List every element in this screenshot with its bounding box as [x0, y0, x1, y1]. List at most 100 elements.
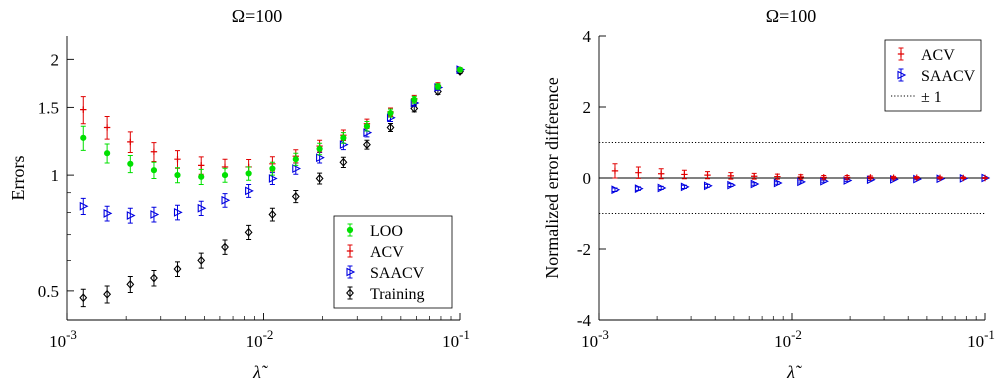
difference-x-tick-label: 10-1 — [967, 327, 995, 351]
difference-data-point — [797, 173, 804, 181]
difference-data-point — [890, 174, 897, 181]
errors-legend-marker — [346, 247, 354, 255]
difference-y-tick-label: 0 — [583, 169, 592, 188]
errors-errorbar — [127, 275, 133, 294]
errors-chart-panel: Ω=100 Errors λ̃ 10-3 10-2 10-1 0.5 1 1.5 2 LOO A… — [8, 6, 470, 382]
difference-data-point — [727, 180, 737, 190]
errors-errorbar — [80, 197, 86, 215]
errors-data-point — [411, 96, 418, 103]
difference-data-point — [634, 184, 644, 194]
errors-data-point — [174, 155, 181, 163]
errors-series-training — [79, 67, 464, 308]
difference-chart-panel: Ω=100 Normalized error difference λ̃ 10-… — [542, 6, 995, 382]
errors-chart-ylabel-group: Errors — [8, 156, 28, 201]
difference-data-point — [635, 169, 642, 176]
difference-legend-label: ACV — [921, 47, 955, 64]
difference-data-point — [611, 185, 621, 195]
errors-data-point — [434, 83, 442, 90]
errors-legend-marker — [346, 267, 356, 277]
errors-data-point — [339, 157, 348, 167]
errors-data-point — [80, 134, 87, 141]
errors-data-point — [292, 164, 302, 173]
difference-data-point — [843, 174, 851, 181]
errors-errorbar — [104, 205, 110, 222]
difference-chart-ylabel: Normalized error difference — [542, 77, 562, 279]
errors-chart-xlabel: λ̃ — [252, 362, 269, 382]
errors-data-point — [126, 211, 136, 220]
errors-legend-label: ACV — [370, 244, 404, 261]
errors-data-point — [197, 256, 206, 265]
errors-errorbar — [222, 239, 228, 255]
difference-data-point — [680, 182, 690, 192]
difference-data-point — [727, 172, 735, 180]
difference-data-point — [681, 171, 688, 178]
errors-data-point — [150, 210, 160, 219]
difference-legend: ACV SAACV ± 1 — [884, 39, 982, 112]
difference-legend-label: ± 1 — [921, 89, 942, 106]
errors-data-point — [79, 293, 88, 303]
errors-data-point — [221, 242, 229, 252]
errors-legend-entry: LOO — [346, 223, 403, 240]
difference-legend-marker — [897, 70, 907, 80]
errors-errorbar — [127, 207, 133, 224]
difference-y-tick-label: 2 — [583, 98, 592, 117]
difference-series-acv — [611, 163, 989, 182]
errors-data-point — [245, 170, 252, 177]
errors-legend: LOO ACV SAACV Training — [333, 215, 453, 309]
errors-data-point — [315, 174, 324, 183]
difference-data-point — [750, 173, 758, 180]
errors-legend-entry: ACV — [346, 244, 404, 261]
errors-data-point — [340, 134, 347, 141]
difference-y-tick-label: -4 — [577, 311, 592, 330]
difference-data-point — [936, 174, 944, 182]
errors-legend-box — [333, 215, 453, 309]
errors-errorbar — [104, 285, 110, 304]
difference-data-point — [773, 178, 783, 188]
errors-data-point — [221, 172, 229, 179]
difference-data-point — [820, 174, 827, 181]
errors-errorbar — [174, 204, 180, 221]
difference-data-point — [703, 181, 713, 191]
errors-legend-marker — [346, 288, 354, 298]
errors-legend-label: Training — [370, 286, 425, 303]
difference-x-tick-label: 10-2 — [774, 327, 802, 351]
errors-errorbar — [198, 200, 204, 217]
difference-data-point — [750, 179, 760, 189]
errors-data-point — [410, 104, 419, 113]
errors-data-point — [362, 140, 371, 150]
errors-series-loo — [80, 66, 464, 186]
errors-y-tick-label: 1.5 — [38, 98, 59, 117]
difference-data-point — [960, 174, 967, 182]
errors-data-point — [103, 289, 112, 299]
errors-data-point — [103, 209, 113, 218]
errors-y-tick-label: 2 — [51, 50, 60, 69]
difference-data-point — [611, 167, 619, 175]
errors-data-point — [127, 160, 134, 167]
errors-y-tick-label: 1 — [51, 166, 60, 185]
errors-series-acv — [80, 66, 464, 176]
errors-data-point — [292, 156, 299, 163]
errors-data-point — [269, 165, 276, 172]
errors-data-point — [103, 124, 111, 131]
errors-data-point — [244, 227, 253, 237]
errors-data-point — [387, 109, 394, 117]
errors-data-point — [198, 162, 205, 169]
errors-chart-title: Ω=100 — [232, 6, 283, 26]
difference-data-point — [657, 170, 665, 177]
difference-chart-ylabel-group: Normalized error difference — [542, 77, 562, 279]
errors-legend-entry: SAACV — [346, 265, 425, 282]
errors-data-point — [79, 201, 89, 211]
errors-errorbar — [198, 252, 204, 269]
errors-chart-ylabel: Errors — [8, 156, 28, 201]
errors-data-point — [198, 173, 205, 180]
errors-data-point — [174, 172, 181, 179]
errors-data-point — [197, 203, 207, 213]
difference-data-point — [704, 171, 711, 179]
difference-y-tick-label: 4 — [583, 27, 592, 46]
errors-data-point — [316, 153, 325, 163]
errors-data-point — [127, 138, 134, 146]
errors-legend-marker — [346, 226, 354, 234]
errors-data-point — [386, 123, 395, 132]
errors-series-saacv — [79, 65, 466, 224]
